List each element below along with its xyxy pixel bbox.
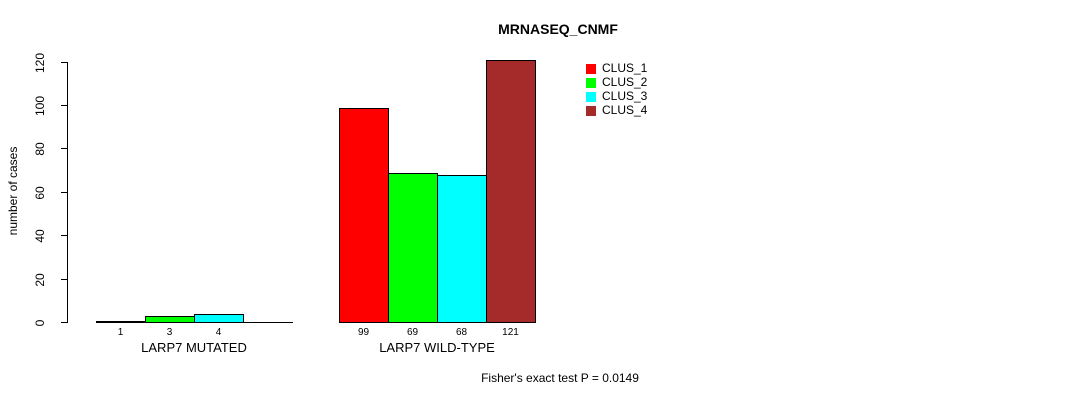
bar-clus_3-larp7-wild-type bbox=[437, 175, 487, 323]
legend-swatch-icon bbox=[586, 63, 596, 74]
bar-clus_4-larp7-wild-type bbox=[486, 60, 536, 323]
y-tick bbox=[61, 279, 67, 280]
legend-entry-clus_1: CLUS_1 bbox=[586, 62, 647, 75]
y-tick-label: 20 bbox=[33, 272, 47, 287]
legend-label: CLUS_4 bbox=[602, 103, 648, 117]
y-axis-line bbox=[67, 61, 68, 323]
legend-swatch-icon bbox=[586, 77, 596, 88]
bar-clus_2-larp7-mutated bbox=[145, 316, 195, 323]
bar-value-label: 1 bbox=[117, 327, 124, 338]
bar-clus_3-larp7-mutated bbox=[194, 314, 244, 323]
legend-label: CLUS_2 bbox=[602, 75, 648, 89]
legend: CLUS_1 CLUS_2 CLUS_3 CLUS_4 bbox=[586, 62, 647, 118]
y-tick bbox=[61, 62, 67, 63]
bar-clus_1-larp7-wild-type bbox=[339, 108, 389, 323]
y-tick-label: 80 bbox=[33, 141, 47, 156]
bar-value-label: 68 bbox=[455, 327, 468, 338]
legend-entry-clus_2: CLUS_2 bbox=[586, 76, 647, 89]
category-label: LARP7 MUTATED bbox=[141, 340, 247, 355]
y-tick-label: 0 bbox=[33, 319, 47, 326]
legend-entry-clus_3: CLUS_3 bbox=[586, 90, 647, 103]
y-tick-label: 100 bbox=[33, 95, 47, 116]
chart-title: MRNASEQ_CNMF bbox=[498, 21, 618, 37]
legend-label: CLUS_3 bbox=[602, 89, 648, 103]
legend-swatch-icon bbox=[586, 91, 596, 102]
bar-value-label: 3 bbox=[166, 327, 173, 338]
bar-value-label: 4 bbox=[215, 327, 222, 338]
y-tick-label: 60 bbox=[33, 185, 47, 200]
y-tick-label: 40 bbox=[33, 228, 47, 243]
y-tick bbox=[61, 192, 67, 193]
bar-value-label: 121 bbox=[502, 327, 519, 338]
legend-entry-clus_4: CLUS_4 bbox=[586, 104, 647, 117]
annotation-text: Fisher's exact test P = 0.0149 bbox=[481, 371, 639, 385]
legend-label: CLUS_1 bbox=[602, 61, 648, 75]
y-tick bbox=[61, 105, 67, 106]
y-tick bbox=[61, 322, 67, 323]
bar-clus_1-larp7-mutated bbox=[96, 321, 146, 323]
y-tick bbox=[61, 148, 67, 149]
y-tick bbox=[61, 235, 67, 236]
y-tick-label: 120 bbox=[33, 52, 47, 73]
legend-swatch-icon bbox=[586, 105, 596, 116]
bar-clus_2-larp7-wild-type bbox=[388, 173, 438, 323]
bar-value-label: 99 bbox=[357, 327, 370, 338]
category-label: LARP7 WILD-TYPE bbox=[379, 340, 495, 355]
y-axis-label: number of cases bbox=[6, 146, 20, 236]
bar-value-label: 69 bbox=[406, 327, 419, 338]
